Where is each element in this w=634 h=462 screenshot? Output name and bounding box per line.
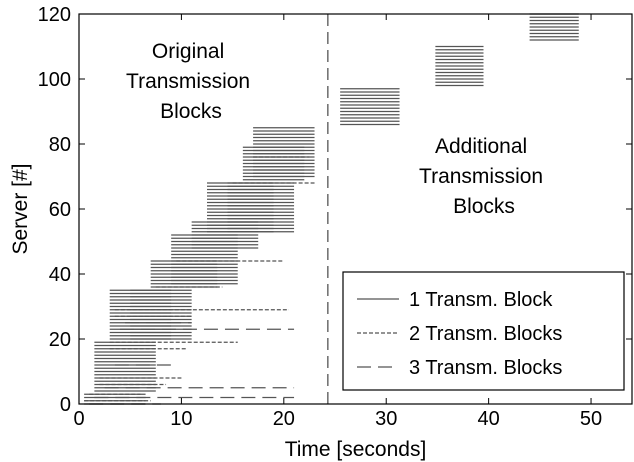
y-tick-label: 40 [49, 264, 71, 286]
y-tick-label: 0 [60, 394, 71, 416]
legend-label-1-block: 1 Transm. Block [409, 289, 553, 311]
annotation-additional-line-3: Blocks [453, 195, 515, 218]
annotation-original-line-2: Transmission [126, 70, 250, 93]
legend: 1 Transm. Block 2 Transm. Blocks 3 Trans… [342, 271, 625, 391]
x-tick-label: 10 [170, 408, 192, 430]
transmission-block [227, 182, 295, 233]
annotation-original: Original Transmission Blocks [126, 40, 256, 123]
legend-label-2-blocks: 2 Transm. Blocks [409, 323, 562, 345]
x-tick-label: 20 [273, 408, 295, 430]
y-tick-label: 100 [38, 69, 71, 91]
x-tick-label: 30 [375, 408, 397, 430]
x-axis-label: Time [seconds] [285, 438, 427, 461]
axis-ticks: 0 10 20 30 40 50 0 20 40 60 80 100 120 [38, 4, 632, 430]
transmission-block [529, 13, 579, 41]
annotation-additional-line-1: Additional [435, 135, 527, 158]
legend-label-3-blocks: 3 Transm. Blocks [409, 357, 562, 379]
legend-box [342, 271, 625, 391]
y-tick-label: 60 [49, 199, 71, 221]
annotation-additional: Additional Transmission Blocks [419, 135, 549, 218]
x-tick-label: 40 [478, 408, 500, 430]
transmission-block [435, 45, 484, 87]
transmission-block [253, 127, 315, 178]
x-tick-label: 0 [73, 408, 84, 430]
transmission-block [340, 88, 400, 126]
y-tick-label: 80 [49, 134, 71, 156]
annotation-original-line-1: Original [152, 40, 224, 63]
x-tick-label: 50 [580, 408, 602, 430]
annotation-additional-line-2: Transmission [419, 165, 543, 188]
y-tick-label: 120 [38, 4, 71, 26]
data-layer [84, 13, 579, 405]
annotation-original-line-3: Blocks [160, 100, 222, 123]
y-axis-label: Server [#] [9, 163, 32, 254]
y-tick-label: 20 [49, 329, 71, 351]
